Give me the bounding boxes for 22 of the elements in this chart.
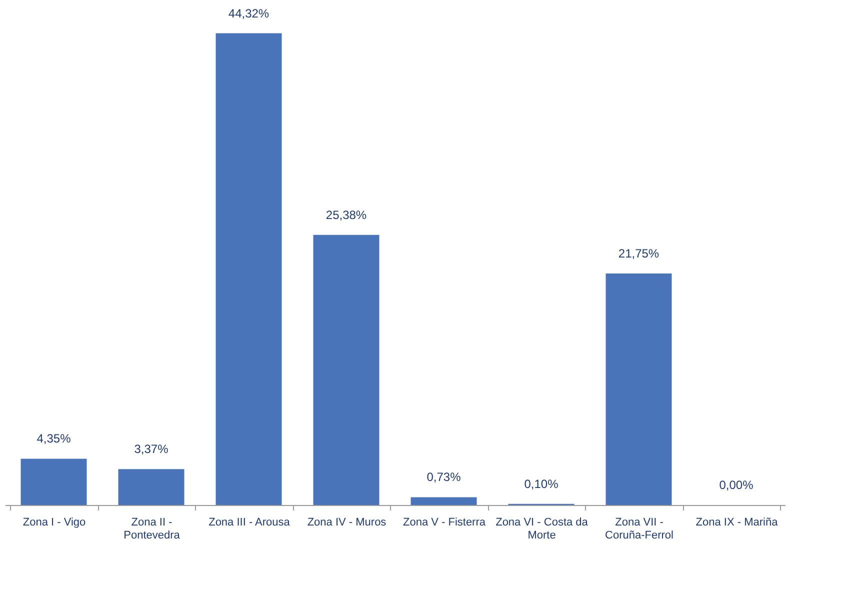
data-label: 0,00% <box>719 478 754 492</box>
x-tick-label: Zona IV - Muros <box>307 516 387 528</box>
x-tick-label: Zona II - Pontevedra <box>124 516 181 542</box>
data-label: 0,10% <box>524 476 559 491</box>
data-label: 25,38% <box>326 208 367 222</box>
bar <box>20 458 87 505</box>
data-label: 21,75% <box>618 246 660 261</box>
x-tick-label: Zona IX - Mariña <box>696 516 779 528</box>
bar <box>216 33 282 505</box>
x-tick-label: Zona VI - Costa da Morte <box>496 516 589 542</box>
bar <box>313 234 380 505</box>
data-label: 4,35% <box>36 432 72 446</box>
data-label: 0,73% <box>426 470 462 484</box>
bar <box>606 274 672 505</box>
bar <box>410 497 477 505</box>
x-tick-label: Zona III - Arousa <box>208 516 291 528</box>
x-tick-label: Zona VII - Coruña-Ferrol <box>605 516 674 542</box>
bar <box>118 469 184 505</box>
data-label: 3,37% <box>134 442 169 456</box>
x-tick-label: Zona I - Vigo <box>22 516 86 528</box>
data-label: 44,32% <box>228 6 270 20</box>
x-tick-label: Zona V - Fisterra <box>402 516 486 528</box>
